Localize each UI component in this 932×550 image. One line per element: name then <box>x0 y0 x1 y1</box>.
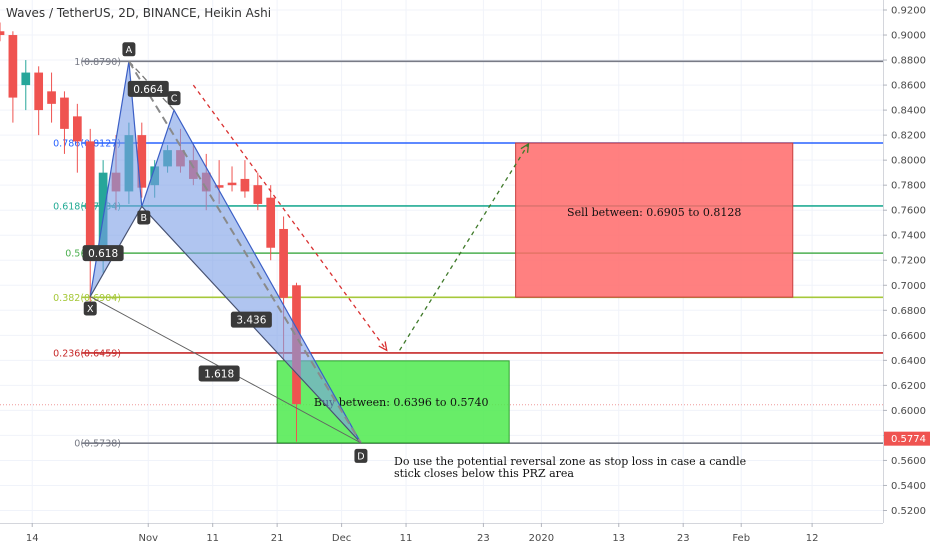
time-tick-9: 23 <box>677 533 690 544</box>
fib-label-4: 0.382(0.6904) <box>53 293 121 304</box>
candle-body-3 <box>34 72 44 111</box>
price-tick-11: 0.7000 <box>891 281 926 292</box>
price-tick-7: 0.7800 <box>891 181 926 192</box>
price-tick-6: 0.8000 <box>891 156 926 167</box>
candle-body-8 <box>98 172 108 248</box>
price-tick-1: 0.9000 <box>891 31 926 42</box>
price-tick-10: 0.7200 <box>891 256 926 267</box>
time-tick-8: 13 <box>612 533 625 544</box>
note-line-1: Do use the potential reversal zone as st… <box>394 455 746 468</box>
price-tick-0: 0.9200 <box>891 6 926 17</box>
price-tick-5: 0.8200 <box>891 131 926 142</box>
price-tick-19: 0.5400 <box>891 481 926 492</box>
price-tick-8: 0.7600 <box>891 206 926 217</box>
price-tick-9: 0.7400 <box>891 231 926 242</box>
projection-arrows <box>192 84 530 352</box>
time-tick-5: 11 <box>400 533 413 544</box>
buy-zone-label: Buy between: 0.6396 to 0.5740 <box>314 396 489 409</box>
sell-zone-label: Sell between: 0.6905 to 0.8128 <box>567 206 741 219</box>
candle-body-0 <box>0 31 5 36</box>
price-tick-16: 0.6000 <box>891 406 926 417</box>
time-tick-2: 11 <box>206 533 219 544</box>
price-tick-3: 0.8600 <box>891 81 926 92</box>
point-label-C: C <box>171 94 178 105</box>
price-tick-15: 0.6200 <box>891 381 926 392</box>
point-badge-C <box>167 91 181 106</box>
candle-body-19 <box>240 178 250 192</box>
point-badge-D <box>354 448 368 463</box>
fib-label-5: 0.236(0.6459) <box>53 348 121 359</box>
ratio-badge-0 <box>127 80 169 97</box>
fib-label-6: 0(0.5738) <box>74 439 121 450</box>
candle-body-20 <box>253 185 263 204</box>
price-axis[interactable]: 0.9200 0.9000 0.8800 0.8600 0.8400 0.8200 0.80… <box>883 0 932 550</box>
ratio-badge-2 <box>230 311 272 328</box>
time-tick-0: 14 <box>26 533 39 544</box>
current-price-label: 0.5774 <box>891 434 926 445</box>
candle-body-7 <box>85 141 95 248</box>
point-badge-X <box>83 301 97 316</box>
point-label-B: B <box>141 213 148 224</box>
point-badge-A <box>122 42 136 57</box>
candle-body-1 <box>8 35 18 98</box>
time-tick-11: 12 <box>806 533 819 544</box>
ratio-label-3: 1.618 <box>204 368 234 380</box>
time-tick-3: 21 <box>271 533 284 544</box>
point-label-D: D <box>357 451 364 462</box>
point-label-A: A <box>126 45 133 56</box>
price-tick-13: 0.6600 <box>891 331 926 342</box>
arrow-line-1 <box>399 143 530 351</box>
candle-body-21 <box>266 197 276 248</box>
candle-body-4 <box>47 91 56 104</box>
ratio-label-0: 0.664 <box>133 84 163 96</box>
time-axis[interactable]: 14 Nov 11 21 Dec 11 23 2020 13 23 Feb 12 <box>0 523 883 550</box>
candle-body-11 <box>137 135 147 188</box>
arrow-head-1 <box>520 142 530 153</box>
candle-body-17 <box>214 185 224 188</box>
note-line-2: stick closes below this PRZ area <box>394 467 574 480</box>
time-axis-bg <box>0 523 883 550</box>
price-tick-2: 0.8800 <box>891 56 926 67</box>
sell-zone <box>515 142 794 298</box>
price-tick-12: 0.6800 <box>891 306 926 317</box>
price-axis-bg <box>883 0 932 550</box>
time-tick-10: Feb <box>732 533 750 544</box>
ratio-label-1: 0.618 <box>88 248 118 260</box>
fib-label-0: 1(0.8790) <box>74 57 121 68</box>
time-tick-6: 23 <box>477 533 490 544</box>
pattern-ad-dash <box>128 60 362 444</box>
price-tick-20: 0.5200 <box>891 506 926 517</box>
price-tick-18: 0.5600 <box>891 456 926 467</box>
time-tick-7: 2020 <box>529 533 554 544</box>
point-badge-B <box>137 210 151 225</box>
chart-title: Waves / TetherUS, 2D, BINANCE, Heikin As… <box>6 6 271 20</box>
point-label-X: X <box>87 304 94 315</box>
pattern-labels: X A B C D 0.664 0.618 3.436 1.618 <box>82 42 368 463</box>
candle-body-18 <box>227 182 237 186</box>
ratio-badge-1 <box>82 245 124 262</box>
candle-body-6 <box>72 116 82 142</box>
zones: Buy between: 0.6396 to 0.5740 Sell betwee… <box>276 142 794 444</box>
arrow-head-0 <box>378 341 388 352</box>
candle-body-5 <box>60 97 69 129</box>
time-tick-4: Dec <box>332 533 351 544</box>
price-tick-14: 0.6400 <box>891 356 926 367</box>
current-price-badge <box>884 431 930 446</box>
ratio-badge-3 <box>198 365 240 382</box>
ratio-label-2: 3.436 <box>236 315 266 327</box>
candle-body-22 <box>279 228 288 298</box>
candle-body-2 <box>21 72 31 86</box>
arrow-line-0 <box>192 84 388 351</box>
time-tick-1: Nov <box>138 533 158 544</box>
price-tick-4: 0.8400 <box>891 106 926 117</box>
